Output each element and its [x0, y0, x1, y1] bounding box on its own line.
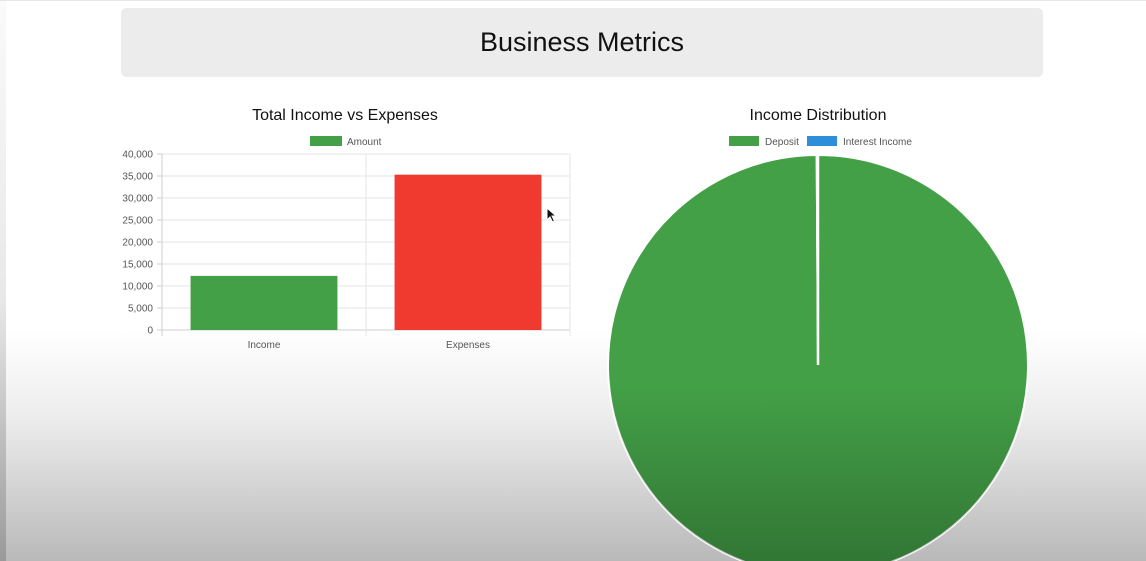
bar-chart-title: Total Income vs Expenses: [252, 107, 438, 124]
pie-legend-swatch-interest[interactable]: [807, 136, 837, 146]
bar-income[interactable]: [190, 275, 338, 330]
page-title: Business Metrics: [479, 27, 685, 57]
bar-legend-label[interactable]: Amount: [347, 137, 382, 148]
pie-shading-overlay: [608, 155, 1028, 561]
pie-slice-deposit[interactable]: [607, 153, 1029, 561]
pie-chart-title: Income Distribution: [749, 107, 887, 124]
page-header: Business Metrics: [121, 8, 1043, 77]
pie-slice-interest-income[interactable]: [815, 153, 819, 366]
pie-legend-swatch-deposit[interactable]: [729, 136, 759, 146]
mouse-cursor-icon: [546, 207, 558, 223]
bar-y-tick-label: 40,000: [122, 150, 153, 161]
bar-y-tick-label: 20,000: [122, 238, 153, 249]
bar-x-tick-label: Income: [248, 340, 281, 351]
bar-y-tick-label: 30,000: [122, 194, 153, 205]
bar-y-tick-label: 10,000: [122, 282, 153, 293]
pie-legend-label-deposit[interactable]: Deposit: [765, 137, 799, 148]
bar-y-tick-label: 0: [147, 326, 153, 337]
top-divider: [0, 0, 1146, 1]
bar-y-tick-label: 35,000: [122, 172, 153, 183]
bar-y-tick-label: 15,000: [122, 260, 153, 271]
bar-y-tick-label: 25,000: [122, 216, 153, 227]
bar-expenses[interactable]: [394, 174, 542, 330]
left-edge-strip: [0, 0, 6, 561]
bar-x-tick-label: Expenses: [446, 340, 490, 351]
bar-legend-swatch[interactable]: [310, 136, 342, 146]
pie-legend-label-interest[interactable]: Interest Income: [843, 137, 912, 148]
bar-y-tick-label: 5,000: [128, 304, 153, 315]
